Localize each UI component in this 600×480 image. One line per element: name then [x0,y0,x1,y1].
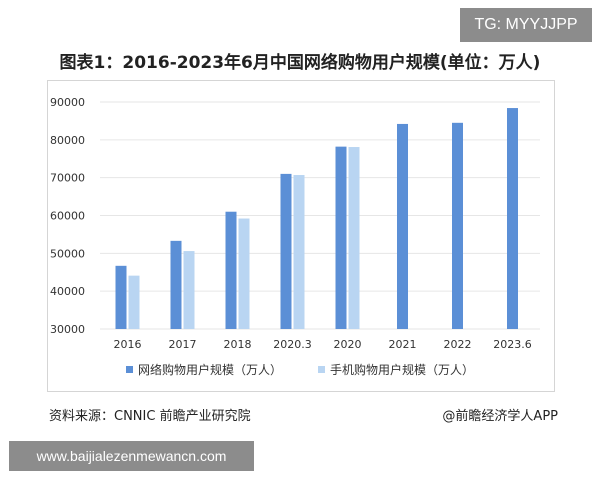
x-tick-label: 2022 [444,338,472,351]
bar-mobile-shopping [183,251,195,329]
x-tick-label: 2016 [114,338,142,351]
brand-credit: @前瞻经济学人APP [442,409,558,424]
bar-online-shopping [115,265,127,329]
x-tick-label: 2020 [334,338,362,351]
bar-online-shopping [280,173,292,329]
x-tick-label: 2017 [169,338,197,351]
bar-online-shopping [507,108,518,329]
chart-frame [47,80,555,392]
legend-label: 网络购物用户规模（万人） [138,362,282,377]
y-tick-label: 40000 [50,285,85,298]
bar-online-shopping [225,211,237,329]
bar-mobile-shopping [348,147,360,329]
chart-title: 图表1：2016-2023年6月中国网络购物用户规模(单位：万人) [59,53,541,73]
bar-mobile-shopping [238,218,250,329]
bar-mobile-shopping [128,275,140,329]
x-tick-label: 2020.3 [273,338,312,351]
y-tick-label: 80000 [50,134,85,147]
x-tick-label: 2023.6 [493,338,532,351]
y-tick-label: 50000 [50,247,85,260]
watermark-top: TG: MYYJJPP [460,8,592,42]
y-axis-ticks: 30000 40000 50000 60000 70000 80000 90000 [50,96,85,336]
bar-online-shopping [170,240,182,329]
y-tick-label: 70000 [50,172,85,185]
bar-online-shopping [452,122,463,329]
watermark-bottom: www.baijialezenmewancn.com [9,441,254,471]
bar-online-shopping [335,146,347,329]
x-axis-ticks: 2016 2017 2018 2020.3 2020 2021 2022 2023.6 [114,338,532,351]
bar-mobile-shopping [293,175,305,329]
bar-online-shopping [397,123,408,330]
legend-swatch [126,366,133,373]
x-tick-label: 2018 [224,338,252,351]
x-tick-label: 2021 [389,338,417,351]
legend-swatch [318,366,325,373]
bars [115,108,518,330]
grid-lines [100,101,540,330]
y-tick-label: 90000 [50,96,85,109]
legend: 网络购物用户规模（万人） 手机购物用户规模（万人） [126,362,474,377]
source-note: 资料来源：CNNIC 前瞻产业研究院 [49,409,251,424]
legend-label: 手机购物用户规模（万人） [330,362,474,377]
y-tick-label: 60000 [50,210,85,223]
y-tick-label: 30000 [50,323,85,336]
